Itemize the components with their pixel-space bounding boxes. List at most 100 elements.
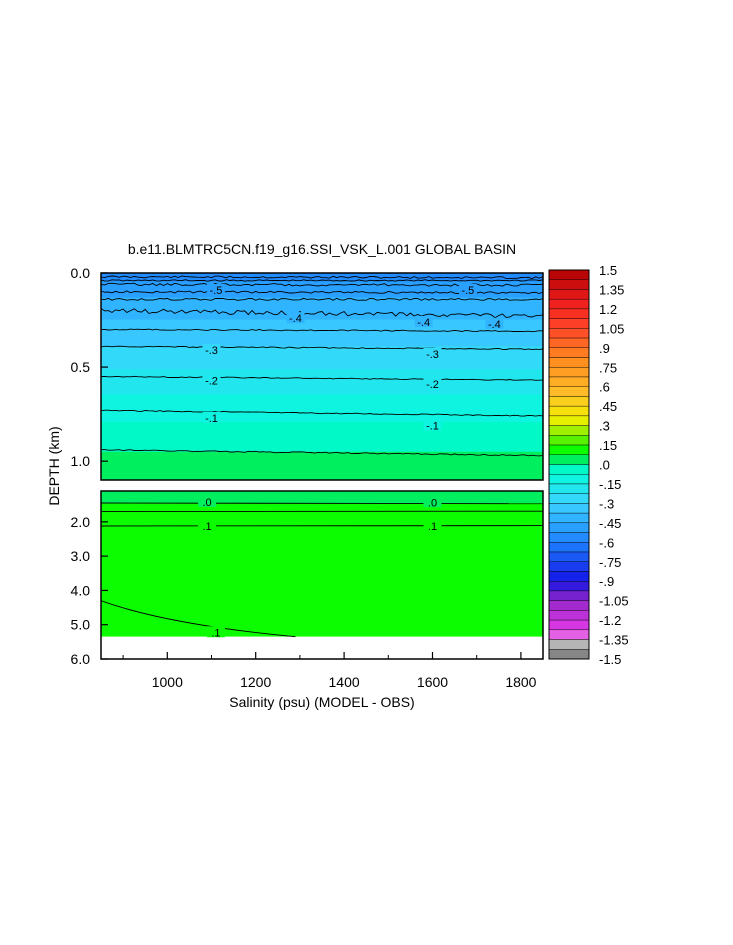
colorbar-swatch — [548, 415, 590, 426]
upper-panel-frame — [100, 272, 544, 481]
contour-label-bg — [423, 419, 442, 431]
colorbar-swatch — [548, 522, 590, 533]
colorbar-tick-label: .3 — [599, 419, 610, 434]
colorbar-tick-label: -1.05 — [599, 594, 629, 609]
contour-label: .1 — [211, 627, 220, 639]
colorbar-swatch — [548, 289, 590, 300]
contour-label-bg — [423, 519, 442, 531]
upper-contour-line — [101, 308, 543, 319]
contour-label-bg — [485, 317, 504, 329]
x-tick-label: 1000 — [152, 674, 183, 690]
lower-panel: .0 .0 .1 .1 .1 — [100, 490, 544, 660]
y-tick-label: 2.0 — [71, 514, 91, 530]
colorbar-tick-label: .45 — [599, 399, 617, 414]
contour-label-bg — [423, 347, 442, 359]
upper-fill-band — [101, 451, 543, 480]
colorbar-swatch — [548, 337, 590, 349]
y-axis-label: DEPTH (km) — [46, 426, 62, 505]
colorbar-swatch — [548, 571, 590, 582]
colorbar-swatch — [548, 425, 590, 436]
colorbar-swatch — [548, 435, 590, 446]
colorbar-tick-label: -.15 — [599, 477, 621, 492]
lower-contour-line — [101, 600, 296, 638]
colorbar-tick-label: -.3 — [599, 496, 614, 511]
colorbar-swatch — [548, 347, 590, 358]
colorbar-swatch — [548, 483, 590, 494]
contour-label: .0 — [428, 497, 437, 509]
colorbar-tick-label: 1.35 — [599, 282, 624, 297]
lower-panel-frame — [100, 490, 544, 660]
contour-label-bg — [202, 344, 221, 356]
contour-label: -.3 — [426, 349, 439, 361]
contour-label: -.1 — [426, 420, 439, 432]
lower-contour-line — [101, 502, 543, 505]
colorbar-tick-label: -1.5 — [599, 652, 621, 667]
contour-label: -.2 — [426, 379, 439, 391]
contour-label-bg — [202, 374, 221, 386]
upper-contour-line — [101, 449, 543, 457]
chart-title: b.e11.BLMTRC5CN.f19_g16.SSI_VSK_L.001 GL… — [128, 241, 516, 257]
upper-fill-band — [101, 368, 543, 395]
colorbar-swatch — [548, 269, 590, 280]
colorbar-swatch — [548, 298, 590, 310]
colorbar-swatch — [548, 512, 590, 524]
x-axis: 1000 1200 1400 1600 1800 — [122, 652, 537, 690]
contour-label: .1 — [202, 521, 211, 533]
contour-label-bg — [206, 283, 225, 295]
contour-label-bg — [206, 626, 225, 638]
contour-label-bg — [414, 315, 433, 327]
y-tick-label: 6.0 — [71, 651, 91, 667]
lower-fill-green — [101, 503, 543, 637]
colorbar-tick-label: .9 — [599, 341, 610, 356]
colorbar-swatch — [548, 474, 590, 485]
colorbar-tick-label: -.6 — [599, 535, 614, 550]
colorbar-swatch — [548, 493, 590, 504]
colorbar-swatch — [548, 444, 590, 455]
upper-contour-line — [101, 345, 543, 351]
colorbar-swatch — [548, 532, 590, 543]
contour-label-bg — [286, 312, 305, 324]
y-axis: 0.0 0.5 1.0 2.0 3.0 4.0 5.0 6.0 — [71, 265, 108, 667]
colorbar-swatch — [548, 551, 590, 562]
x-tick-label: 1600 — [417, 674, 448, 690]
colorbar-tick-label: -.45 — [599, 516, 621, 531]
y-tick-label: 0.0 — [71, 265, 91, 281]
colorbar-swatch — [548, 561, 590, 572]
colorbar-swatch — [548, 629, 590, 640]
upper-contour-line — [101, 328, 543, 333]
x-tick-label: 1800 — [505, 674, 536, 690]
colorbar-swatch — [548, 386, 590, 397]
colorbar-tick-label: -.75 — [599, 555, 621, 570]
upper-fill-band — [101, 319, 543, 347]
x-tick-label: 1200 — [240, 674, 271, 690]
x-tick-label: 1400 — [329, 674, 360, 690]
y-tick-label: 3.0 — [71, 548, 91, 564]
upper-panel: -.5 -.5 -.4 -.4 -.4 -.3 -.3 -.2 -.2 -.1 -.1 — [100, 272, 544, 481]
colorbar-swatch — [548, 279, 590, 290]
contour-label-bg — [423, 378, 442, 390]
y-tick-label: 0.5 — [71, 359, 91, 375]
colorbar-swatch — [548, 503, 590, 514]
colorbar-swatch — [548, 581, 590, 592]
y-tick-label: 5.0 — [71, 617, 91, 633]
upper-fill-band — [101, 394, 543, 423]
upper-contour-line — [101, 279, 543, 282]
contour-label: -.4 — [289, 313, 302, 325]
colorbar-swatch — [548, 619, 590, 631]
colorbar-tick-label: -1.35 — [599, 633, 629, 648]
colorbar-swatch — [548, 590, 590, 601]
colorbar-swatch — [548, 396, 590, 407]
contour-label-bg — [423, 496, 442, 508]
upper-fill-band — [101, 422, 543, 453]
upper-fill-band — [101, 346, 543, 370]
colorbar-swatch — [548, 405, 590, 417]
contour-label: .1 — [428, 521, 437, 533]
colorbar-swatch — [548, 308, 590, 319]
colorbar-swatch — [548, 600, 590, 611]
colorbar-swatch — [548, 464, 590, 475]
colorbar-swatch — [548, 376, 590, 387]
contour-label: -.4 — [417, 317, 430, 329]
colorbar-tick-label: 1.05 — [599, 321, 624, 336]
colorbar-swatch — [548, 610, 590, 621]
